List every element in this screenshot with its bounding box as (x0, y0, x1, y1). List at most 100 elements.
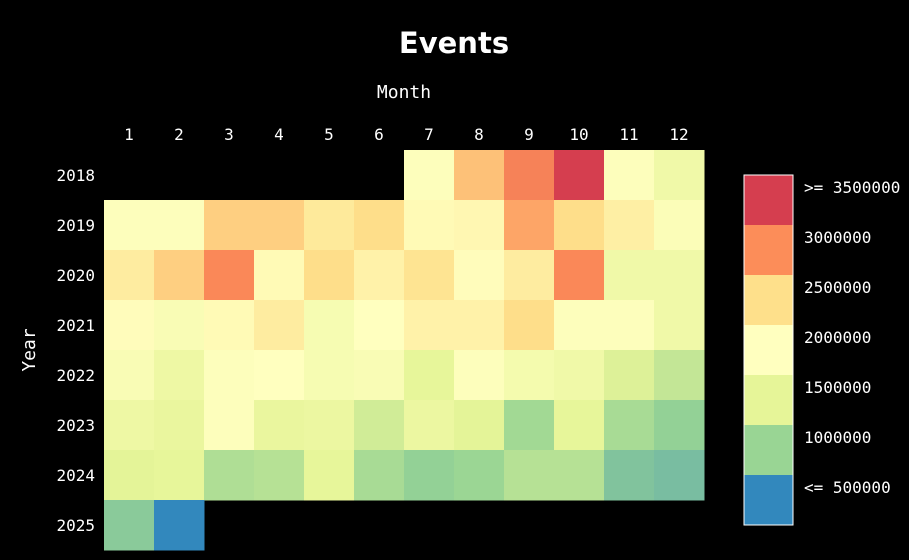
y-tick-label: 2023 (56, 416, 95, 435)
heatmap-cell (154, 350, 205, 401)
heatmap-cell (204, 450, 255, 501)
legend-swatch (744, 375, 793, 426)
heatmap-cell (254, 250, 305, 301)
heatmap-cell (404, 250, 455, 301)
heatmap-cell (254, 200, 305, 251)
legend-label: 2500000 (804, 278, 871, 297)
x-tick-label: 3 (224, 125, 234, 144)
x-tick-label: 12 (669, 125, 688, 144)
heatmap-cell (104, 500, 155, 551)
x-tick-label: 6 (374, 125, 384, 144)
y-tick-label: 2025 (56, 516, 95, 535)
y-tick-label: 2024 (56, 466, 95, 485)
heatmap-cell (404, 300, 455, 351)
y-tick-label: 2022 (56, 366, 95, 385)
x-tick-labels: 1 2 3 4 5 6 7 8 9 10 11 12 (124, 125, 688, 144)
heatmap-cell (604, 200, 655, 251)
legend-swatch (744, 475, 793, 526)
legend-label: <= 500000 (804, 478, 891, 497)
heatmap-cell (504, 250, 555, 301)
x-tick-label: 2 (174, 125, 184, 144)
y-axis-label: Year (19, 328, 40, 372)
heatmap-cell (254, 400, 305, 451)
legend-label: 1000000 (804, 428, 871, 447)
heatmap-cell (204, 200, 255, 251)
heatmap-cell (604, 150, 655, 201)
heatmap-cell (254, 300, 305, 351)
heatmap-cell (104, 200, 155, 251)
heatmap-cell (104, 300, 155, 351)
legend-swatch (744, 275, 793, 326)
heatmap-cells (104, 150, 705, 551)
heatmap-cell (654, 450, 705, 501)
heatmap-cell (654, 200, 705, 251)
x-tick-label: 10 (569, 125, 588, 144)
legend-label: >= 3500000 (804, 178, 900, 197)
heatmap-cell (604, 250, 655, 301)
heatmap-cell (604, 300, 655, 351)
heatmap-cell (104, 250, 155, 301)
heatmap-cell (554, 300, 605, 351)
heatmap-cell (604, 400, 655, 451)
chart-title: Events (399, 26, 509, 60)
heatmap-cell (554, 400, 605, 451)
heatmap-cell (504, 200, 555, 251)
heatmap-cell (104, 400, 155, 451)
heatmap-cell (654, 400, 705, 451)
heatmap-cell (204, 300, 255, 351)
heatmap-cell (454, 400, 505, 451)
heatmap-cell (204, 250, 255, 301)
heatmap-cell (504, 450, 555, 501)
heatmap-cell (354, 250, 405, 301)
heatmap-cell (454, 450, 505, 501)
heatmap-cell (404, 200, 455, 251)
legend-swatch (744, 325, 793, 376)
heatmap-cell (254, 450, 305, 501)
heatmap-cell (254, 350, 305, 401)
heatmap-cell (404, 450, 455, 501)
y-tick-label: 2019 (56, 216, 95, 235)
heatmap-cell (354, 450, 405, 501)
heatmap-cell (454, 300, 505, 351)
heatmap-cell (554, 250, 605, 301)
heatmap-cell (304, 400, 355, 451)
heatmap-cell (654, 250, 705, 301)
heatmap-cell (654, 300, 705, 351)
heatmap-cell (154, 300, 205, 351)
heatmap-cell (404, 350, 455, 401)
legend-label: 3000000 (804, 228, 871, 247)
legend-label: 2000000 (804, 328, 871, 347)
x-axis-label: Month (377, 82, 431, 103)
heatmap-cell (354, 350, 405, 401)
heatmap-cell (554, 200, 605, 251)
x-tick-label: 9 (524, 125, 534, 144)
legend-border (743, 174, 794, 526)
heatmap-cell (304, 450, 355, 501)
heatmap-cell (354, 300, 405, 351)
heatmap-cell (104, 350, 155, 401)
heatmap-cell (304, 300, 355, 351)
heatmap-cell (204, 350, 255, 401)
x-tick-label: 1 (124, 125, 134, 144)
heatmap-cell (454, 200, 505, 251)
color-legend: >= 3500000 3000000 2500000 2000000 1500000 10… (743, 174, 900, 526)
y-tick-label: 2018 (56, 166, 95, 185)
heatmap-cell (504, 400, 555, 451)
heatmap-cell (654, 150, 705, 201)
heatmap-cell (154, 400, 205, 451)
heatmap-cell (154, 250, 205, 301)
legend-swatch (744, 425, 793, 476)
heatmap-cell (304, 200, 355, 251)
heatmap-cell (504, 350, 555, 401)
heatmap-cell (154, 500, 205, 551)
heatmap-cell (404, 150, 455, 201)
heatmap-cell (154, 450, 205, 501)
y-tick-label: 2021 (56, 316, 95, 335)
heatmap-cell (204, 400, 255, 451)
heatmap-cell (354, 400, 405, 451)
heatmap-cell (154, 200, 205, 251)
heatmap-cell (104, 450, 155, 501)
heatmap-cell (504, 300, 555, 351)
heatmap-cell (454, 350, 505, 401)
